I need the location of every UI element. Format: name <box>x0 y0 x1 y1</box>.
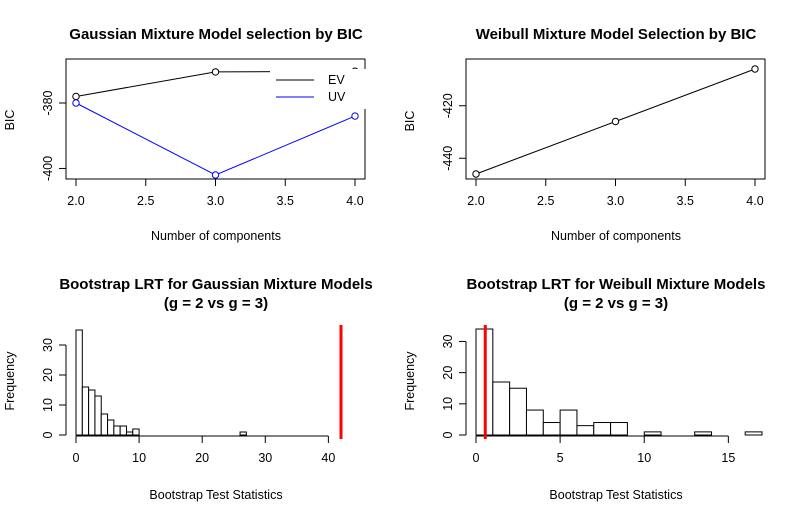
x-tick-label: 4.0 <box>346 194 363 208</box>
data-point <box>211 68 220 76</box>
x-tick-label: 5 <box>557 451 564 465</box>
y-tick-label: 20 <box>41 368 55 382</box>
x-tick-label: 3.0 <box>207 194 224 208</box>
y-tick-label: 10 <box>41 398 55 412</box>
legend: EV UV <box>270 69 366 109</box>
legend-label-uv: UV <box>328 90 346 104</box>
data-point <box>72 99 80 107</box>
weibull-bic-panel: Weibull Mixture Model Selection by BIC N… <box>403 26 766 243</box>
histogram-bar <box>100 413 109 436</box>
y-tick-label: -400 <box>41 156 55 181</box>
histogram-bar <box>132 428 140 436</box>
y-tick-label: -440 <box>441 146 455 171</box>
y-tick-label: -420 <box>441 93 455 118</box>
data-point <box>211 171 220 179</box>
x-axis-label: Bootstrap Test Statistics <box>149 488 282 502</box>
chart-title: Weibull Mixture Model Selection by BIC <box>476 26 757 43</box>
histogram-bar <box>119 425 127 436</box>
x-tick-label: 10 <box>637 451 651 465</box>
histogram-bar <box>239 431 247 436</box>
x-tick-label: 3.5 <box>277 194 294 208</box>
x-tick-label: 10 <box>132 451 146 465</box>
histogram-bar <box>694 431 713 436</box>
y-tick-label: 0 <box>441 431 455 438</box>
histogram-bar <box>492 381 511 436</box>
x-axis-label: Number of components <box>151 229 281 243</box>
data-point <box>611 117 620 126</box>
x-tick-label: 30 <box>258 451 272 465</box>
y-tick-label: 30 <box>41 338 55 352</box>
histogram-bar <box>542 422 561 436</box>
histogram-bar <box>744 431 763 436</box>
legend-label-ev: EV <box>328 73 345 87</box>
data-point <box>472 170 480 178</box>
x-tick-label: 2.5 <box>137 194 154 208</box>
y-axis-label: BIC <box>403 111 417 132</box>
histogram-bar <box>643 431 662 436</box>
y-tick-label: 20 <box>441 366 455 380</box>
histogram-bar <box>107 419 115 436</box>
x-axis-label: Number of components <box>551 229 681 243</box>
histogram-bar <box>113 425 121 436</box>
chart-subtitle: (g = 2 vs g = 3) <box>564 295 668 312</box>
y-tick-label: 30 <box>441 334 455 348</box>
x-tick-label: 3.5 <box>677 194 694 208</box>
y-tick-label: 10 <box>441 397 455 411</box>
y-axis-label: BIC <box>3 110 17 131</box>
y-axis-label: Frequency <box>403 351 417 411</box>
gaussian-bic-panel: Gaussian Mixture Model selection by BIC … <box>3 26 366 243</box>
x-tick-label: 2.0 <box>467 194 484 208</box>
x-axis-label: Bootstrap Test Statistics <box>549 488 682 502</box>
data-point <box>72 92 80 101</box>
histogram-bar <box>94 395 102 436</box>
gaussian-bootstrap-panel: Bootstrap LRT for Gaussian Mixture Model… <box>3 276 373 502</box>
histogram-bar <box>125 431 134 436</box>
histogram-bar <box>525 409 544 436</box>
x-tick-label: 0 <box>473 451 480 465</box>
x-tick-label: 40 <box>321 451 335 465</box>
y-axis-label: Frequency <box>3 351 17 411</box>
histogram-bar <box>576 425 595 436</box>
x-tick-label: 0 <box>73 451 80 465</box>
histogram-bar <box>81 386 90 436</box>
y-tick-label: -380 <box>41 90 55 115</box>
chart-title: Bootstrap LRT for Gaussian Mixture Model… <box>59 276 372 293</box>
legend-box <box>270 69 366 109</box>
histogram-bar <box>509 387 527 436</box>
weibull-bootstrap-panel: Bootstrap LRT for Weibull Mixture Models… <box>403 276 765 502</box>
data-point <box>351 112 359 120</box>
data-point <box>751 65 759 73</box>
chart-title: Gaussian Mixture Model selection by BIC <box>69 26 363 43</box>
x-tick-label: 2.0 <box>67 194 84 208</box>
histogram-bar <box>593 422 612 436</box>
x-tick-label: 2.5 <box>537 194 554 208</box>
x-tick-label: 20 <box>195 451 209 465</box>
x-tick-label: 4.0 <box>746 194 763 208</box>
histogram-bar <box>610 422 628 436</box>
chart-title: Bootstrap LRT for Weibull Mixture Models <box>467 276 766 293</box>
x-tick-label: 15 <box>721 451 735 465</box>
histogram-bar <box>88 389 96 436</box>
series-line <box>75 102 356 176</box>
x-tick-label: 3.0 <box>607 194 624 208</box>
y-tick-label: 0 <box>41 431 55 438</box>
histogram-bar <box>75 329 83 436</box>
chart-subtitle: (g = 2 vs g = 3) <box>164 295 268 312</box>
histogram-bar <box>559 409 578 436</box>
